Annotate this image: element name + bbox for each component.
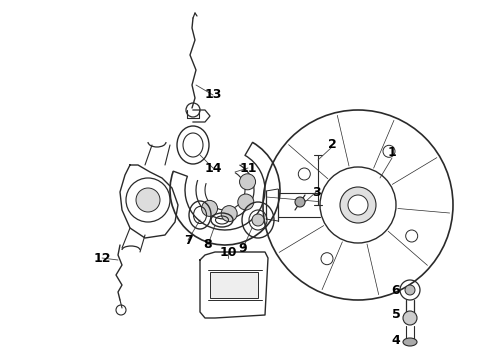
FancyBboxPatch shape (210, 272, 258, 298)
Text: 14: 14 (204, 162, 222, 175)
Text: 2: 2 (328, 139, 336, 152)
Polygon shape (200, 252, 268, 318)
Circle shape (136, 188, 160, 212)
Circle shape (238, 194, 254, 210)
Text: 10: 10 (219, 246, 237, 258)
Circle shape (348, 195, 368, 215)
Text: 13: 13 (204, 89, 221, 102)
Circle shape (403, 311, 417, 325)
Circle shape (295, 197, 305, 207)
Circle shape (213, 278, 227, 292)
Circle shape (221, 206, 237, 222)
Text: 4: 4 (392, 333, 400, 346)
Text: 3: 3 (312, 185, 320, 198)
Circle shape (340, 187, 376, 223)
Text: 7: 7 (184, 234, 193, 247)
Text: 12: 12 (93, 252, 111, 265)
Text: 1: 1 (388, 145, 396, 158)
Circle shape (240, 174, 256, 190)
Circle shape (405, 285, 415, 295)
Circle shape (201, 201, 218, 216)
Text: 8: 8 (204, 238, 212, 252)
Text: 9: 9 (239, 242, 247, 255)
Circle shape (252, 214, 264, 226)
Text: 6: 6 (392, 284, 400, 297)
Text: 5: 5 (392, 309, 400, 321)
Circle shape (243, 278, 257, 292)
Ellipse shape (403, 338, 417, 346)
Text: 11: 11 (239, 162, 257, 175)
Polygon shape (120, 165, 178, 238)
